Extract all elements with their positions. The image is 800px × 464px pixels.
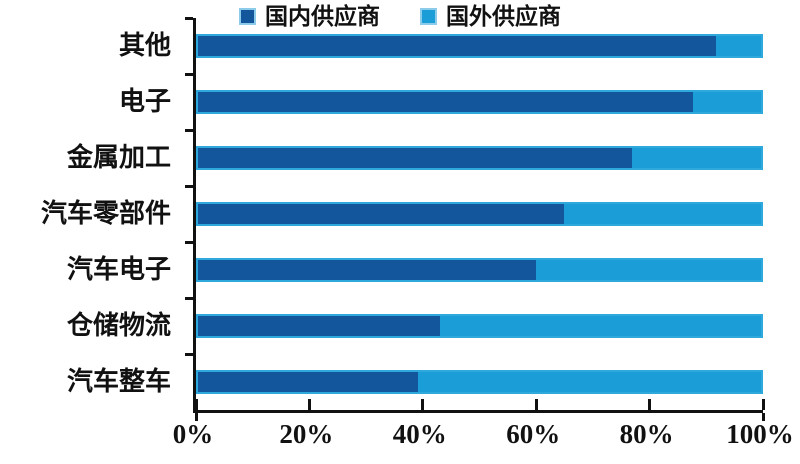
y-axis-tick — [185, 16, 193, 20]
y-axis-tick — [185, 184, 193, 188]
x-axis-tick — [194, 413, 198, 421]
bar-row — [196, 34, 763, 58]
legend-label-domestic: 国内供应商 — [265, 3, 380, 29]
category-label: 金属加工 — [66, 143, 171, 172]
x-axis-tick — [194, 399, 198, 410]
bar-segment-domestic — [198, 204, 564, 224]
category-label: 仓储物流 — [66, 311, 171, 340]
x-axis-tick — [307, 399, 311, 410]
plot-area — [185, 16, 765, 421]
chart-legend: 国内供应商 国外供应商 — [0, 3, 800, 29]
category-label: 汽车电子 — [66, 255, 171, 284]
category-label: 其他 — [118, 31, 171, 60]
legend-item-domestic: 国内供应商 — [239, 5, 380, 28]
x-axis-tick — [534, 399, 538, 410]
x-axis-tick — [761, 413, 765, 421]
bar-segment-foreign — [715, 36, 761, 56]
bar-row — [196, 314, 763, 338]
x-axis-tick-labels: 0% 20% 40% 60% 80% 100% — [0, 419, 800, 456]
bar-segment-domestic — [198, 372, 418, 392]
category-label: 汽车零部件 — [40, 199, 171, 228]
bar-segment-foreign — [417, 372, 761, 392]
bar-row — [196, 202, 763, 226]
legend-item-foreign: 国外供应商 — [420, 5, 561, 28]
y-axis-tick — [185, 352, 193, 356]
x-axis-tick-label: 40% — [392, 419, 447, 449]
category-label: 电子 — [118, 87, 171, 116]
bar-segment-foreign — [693, 92, 761, 112]
legend-swatch-foreign — [420, 7, 437, 25]
bar-segment-domestic — [198, 148, 632, 168]
x-axis-tick — [421, 399, 425, 410]
legend-swatch-domestic — [239, 7, 256, 25]
y-axis-tick — [185, 240, 193, 244]
x-axis-tick — [648, 399, 652, 410]
x-axis-tick-label: 80% — [619, 419, 674, 449]
y-axis-tick — [185, 72, 193, 76]
bar-segment-domestic — [198, 92, 694, 112]
bar-row — [196, 90, 763, 114]
legend-label-foreign: 国外供应商 — [446, 3, 561, 29]
bar-row — [196, 258, 763, 282]
x-axis-tick — [761, 399, 765, 410]
y-axis-tick — [185, 296, 193, 300]
y-axis-tick — [185, 128, 193, 132]
x-axis-tick-label: 0% — [172, 419, 214, 449]
bar-segment-domestic — [198, 36, 716, 56]
bar-segment-foreign — [631, 148, 761, 168]
bar-row — [196, 370, 763, 394]
bar-segment-foreign — [440, 316, 761, 336]
category-label: 汽车整车 — [66, 367, 171, 396]
x-axis-tick-label: 60% — [506, 419, 561, 449]
category-axis-labels: 其他电子金属加工汽车零部件汽车电子仓储物流汽车整车 — [0, 18, 181, 410]
bar-segment-foreign — [563, 204, 761, 224]
x-axis-tick-label: 100% — [726, 419, 794, 449]
bar-row — [196, 146, 763, 170]
x-axis-tick-label: 20% — [279, 419, 334, 449]
bar-segment-domestic — [198, 260, 536, 280]
bar-segment-foreign — [535, 260, 761, 280]
bar-segment-domestic — [198, 316, 441, 336]
